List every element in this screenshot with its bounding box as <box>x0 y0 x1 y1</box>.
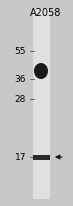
Text: 28: 28 <box>15 95 26 104</box>
Text: A2058: A2058 <box>30 8 61 18</box>
Bar <box>33 10 50 199</box>
Text: 36: 36 <box>15 75 26 84</box>
Ellipse shape <box>34 64 48 80</box>
Bar <box>33 155 50 160</box>
Text: 17: 17 <box>15 153 26 162</box>
Text: 55: 55 <box>15 47 26 56</box>
